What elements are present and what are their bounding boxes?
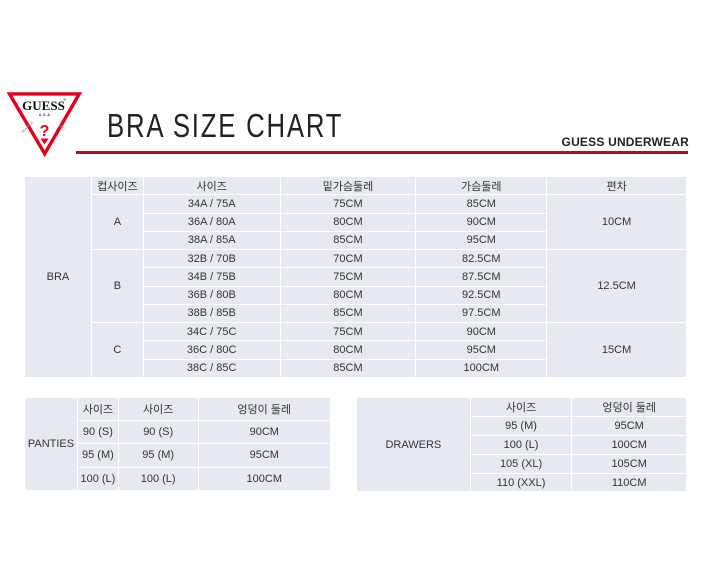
svg-text:U.S.A: U.S.A	[39, 113, 51, 117]
svg-text:®: ®	[64, 97, 67, 102]
svg-text:?: ?	[40, 123, 50, 140]
svg-text:GUESS: GUESS	[22, 98, 65, 113]
